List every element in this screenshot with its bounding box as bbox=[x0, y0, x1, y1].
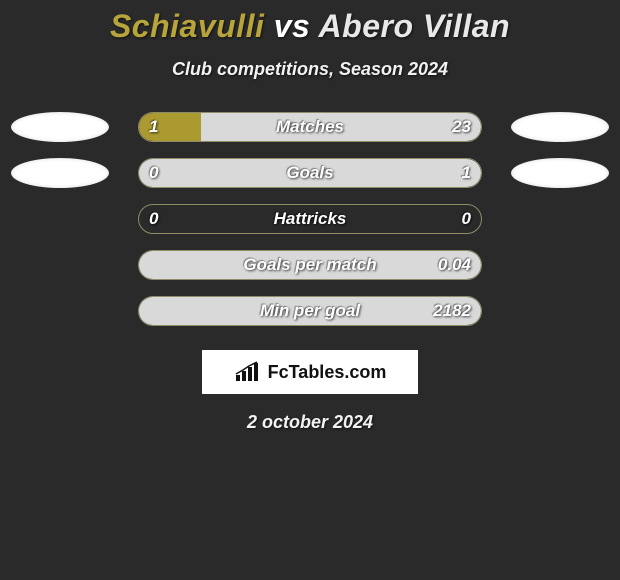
player1-fill bbox=[139, 113, 201, 141]
stat-row: 01Goals bbox=[0, 158, 620, 188]
bars-icon bbox=[234, 361, 262, 383]
subtitle: Club competitions, Season 2024 bbox=[0, 59, 620, 80]
player2-name: Abero Villan bbox=[319, 8, 511, 44]
stat-bar: 0.04Goals per match bbox=[138, 250, 482, 280]
date-label: 2 october 2024 bbox=[0, 412, 620, 433]
page-title: Schiavulli vs Abero Villan bbox=[0, 8, 620, 45]
player1-name: Schiavulli bbox=[110, 8, 264, 44]
player1-badge bbox=[11, 158, 109, 188]
stat-bar: 123Matches bbox=[138, 112, 482, 142]
player2-value: 0 bbox=[462, 209, 471, 229]
source-logo: FcTables.com bbox=[202, 350, 418, 394]
stat-row: 2182Min per goal bbox=[0, 296, 620, 326]
player1-value: 0 bbox=[149, 209, 158, 229]
player2-badge bbox=[511, 112, 609, 142]
player1-badge bbox=[11, 112, 109, 142]
logo-text: FcTables.com bbox=[268, 362, 387, 383]
stat-row: 0.04Goals per match bbox=[0, 250, 620, 280]
player2-fill bbox=[139, 251, 481, 279]
stat-bar: 2182Min per goal bbox=[138, 296, 482, 326]
stat-label: Hattricks bbox=[139, 209, 481, 229]
comparison-widget: Schiavulli vs Abero Villan Club competit… bbox=[0, 0, 620, 433]
stat-row: 0 0Hattricks bbox=[0, 204, 620, 234]
player2-fill bbox=[139, 297, 481, 325]
player2-badge bbox=[511, 158, 609, 188]
stat-row: 123Matches bbox=[0, 112, 620, 142]
stat-bar: 01Goals bbox=[138, 158, 482, 188]
vs-separator: vs bbox=[274, 8, 311, 44]
stat-bar: 0 0Hattricks bbox=[138, 204, 482, 234]
stats-chart: 123Matches 01Goals 0 0Hattricks 0.04Goals pe… bbox=[0, 112, 620, 326]
player2-fill bbox=[201, 113, 481, 141]
player2-fill bbox=[139, 159, 481, 187]
